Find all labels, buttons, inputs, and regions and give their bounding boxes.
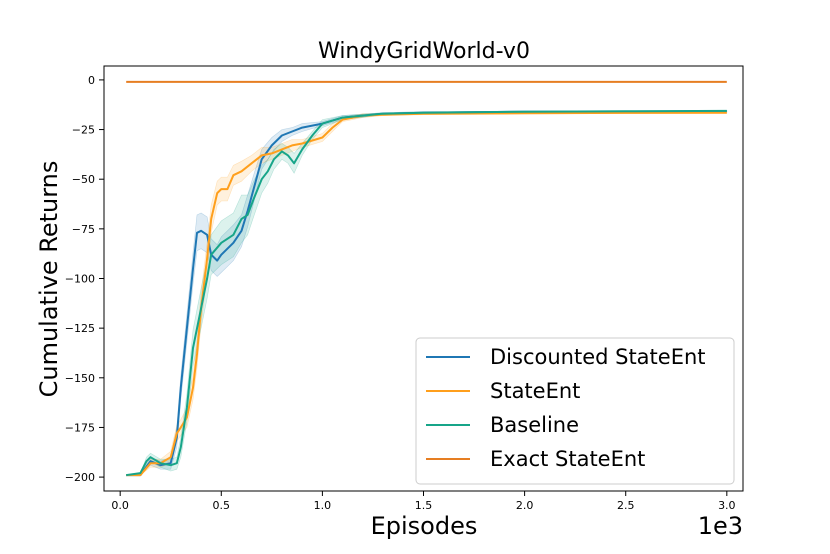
y-axis-title: Cumulative Returns <box>35 161 63 398</box>
x-tick-label: 2.5 <box>617 499 635 512</box>
y-axis-ticks: 0 −25 −50 −75 −100 −125 −150 −175 −200 <box>65 74 104 484</box>
y-tick-label: −50 <box>72 173 95 186</box>
y-tick-label: 0 <box>88 74 95 87</box>
x-axis-title: Episodes <box>371 512 478 540</box>
y-tick-label: −175 <box>65 421 95 434</box>
y-tick-label: −200 <box>65 471 95 484</box>
x-tick-label: 1.0 <box>314 499 332 512</box>
y-tick-label: −100 <box>65 273 95 286</box>
y-tick-label: −150 <box>65 372 95 385</box>
legend: Discounted StateEnt StateEnt Baseline Exact… <box>415 337 735 485</box>
x-tick-label: 0.5 <box>213 499 231 512</box>
x-tick-label: 3.0 <box>718 499 736 512</box>
y-tick-label: −75 <box>72 223 95 236</box>
x-tick-label: 1.5 <box>415 499 433 512</box>
x-axis-ticks: 0.0 0.5 1.0 1.5 2.0 2.5 3.0 <box>111 491 736 512</box>
legend-label-discounted-stateent: Discounted StateEnt <box>490 345 706 369</box>
legend-label-exact-stateent: Exact StateEnt <box>490 447 645 471</box>
series-lines <box>126 80 727 477</box>
legend-label-baseline: Baseline <box>490 413 579 437</box>
series-line-baseline <box>126 109 727 477</box>
x-tick-label: 0.0 <box>111 499 129 512</box>
y-tick-label: −25 <box>72 124 95 137</box>
legend-box <box>415 337 735 485</box>
y-tick-label: −125 <box>65 322 95 335</box>
chart-title: WindyGridWorld-v0 <box>318 39 530 64</box>
x-tick-label: 2.0 <box>516 499 534 512</box>
legend-label-stateent: StateEnt <box>490 379 580 403</box>
x-axis-offset-label: 1e3 <box>698 512 743 540</box>
